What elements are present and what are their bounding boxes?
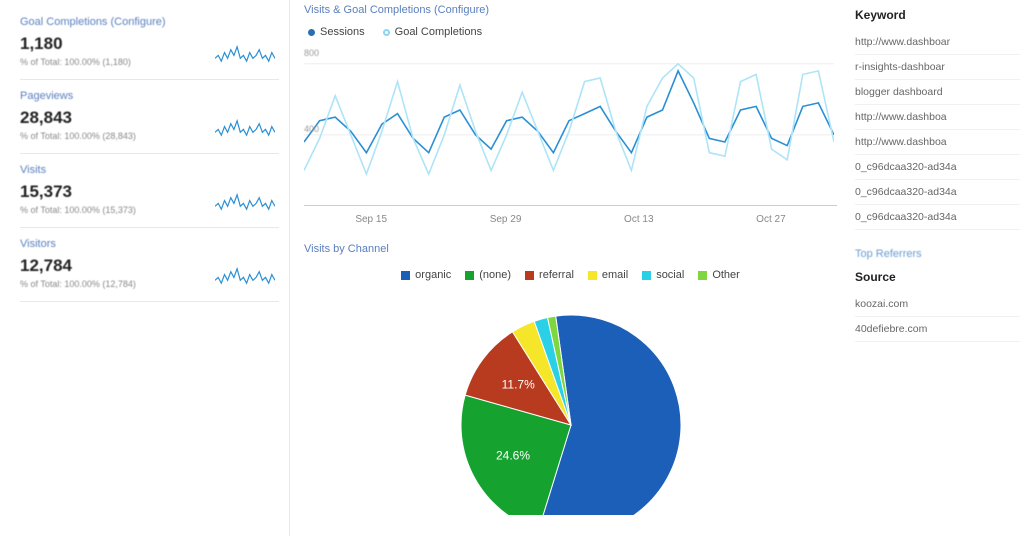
legend-dot-icon [383,29,390,36]
main-panel: Visits & Goal Completions (Configure) Se… [290,0,849,536]
keyword-header: Keyword [855,8,1020,22]
keyword-item[interactable]: r-insights-dashboar [855,55,1020,80]
x-tick-label: Sep 29 [490,214,522,225]
channel-chart-legend: organic (none) referral email social Other [401,269,740,281]
keyword-item[interactable]: http://www.dashboa [855,105,1020,130]
keyword-item[interactable]: http://www.dashboa [855,130,1020,155]
keyword-item[interactable]: blogger dashboard [855,80,1020,105]
legend-item[interactable]: referral [525,269,574,281]
pie-chart-svg: 24.6% 11.7% [441,295,701,515]
metric-title: Goal Completions (Configure) [20,16,279,28]
legend-item[interactable]: (none) [465,269,511,281]
metric-title: Pageviews [20,90,279,102]
metric-block[interactable]: Goal Completions (Configure)1,180% of To… [20,6,279,80]
line-chart-legend: Sessions Goal Completions [304,22,837,46]
legend-item[interactable]: organic [401,269,451,281]
top-referrers-header: Top Referrers [855,248,1020,260]
pie-slice-label: 11.7% [501,378,534,392]
sparkline [215,193,275,211]
line-chart-title: Visits & Goal Completions (Configure) [304,4,837,16]
metric-block[interactable]: Visitors12,784% of Total: 100.00% (12,78… [20,228,279,302]
legend-swatch-icon [465,271,474,280]
legend-label: email [602,269,628,281]
sparkline [215,119,275,137]
legend-swatch-icon [525,271,534,280]
channel-chart-title: Visits by Channel [304,243,837,255]
metrics-sidebar: Goal Completions (Configure)1,180% of To… [0,0,290,536]
metric-title: Visits [20,164,279,176]
legend-item[interactable]: Goal Completions [383,26,482,38]
keyword-item[interactable]: http://www.dashboar [855,30,1020,55]
line-chart-svg [304,46,834,206]
legend-item[interactable]: email [588,269,628,281]
legend-swatch-icon [642,271,651,280]
x-tick-label: Sep 15 [355,214,387,225]
legend-label: Sessions [320,26,365,38]
sparkline [215,45,275,63]
legend-swatch-icon [588,271,597,280]
legend-item[interactable]: social [642,269,684,281]
legend-label: referral [539,269,574,281]
keyword-item[interactable]: 0_c96dcaa320-ad34a [855,205,1020,230]
source-item[interactable]: koozai.com [855,292,1020,317]
x-tick-label: Oct 13 [624,214,653,225]
metric-title: Visitors [20,238,279,250]
legend-label: organic [415,269,451,281]
legend-label: Other [712,269,740,281]
x-axis-labels: Sep 15 Sep 29 Oct 13 Oct 27 [304,210,837,243]
metric-block[interactable]: Pageviews28,843% of Total: 100.00% (28,8… [20,80,279,154]
metric-block[interactable]: Visits15,373% of Total: 100.00% (15,373) [20,154,279,228]
legend-swatch-icon [401,271,410,280]
y-tick: 800 [304,48,319,58]
legend-swatch-icon [698,271,707,280]
sparkline [215,267,275,285]
pie-slice-label: 24.6% [495,449,529,463]
x-tick-label: Oct 27 [756,214,785,225]
line-chart: 800 400 [304,46,837,206]
y-tick: 400 [304,124,319,134]
legend-label: Goal Completions [395,26,482,38]
legend-item[interactable]: Sessions [308,26,365,38]
legend-item[interactable]: Other [698,269,740,281]
keywords-panel: Keyword http://www.dashboarr-insights-da… [849,0,1024,536]
source-header: Source [855,270,1020,284]
keyword-item[interactable]: 0_c96dcaa320-ad34a [855,155,1020,180]
keyword-item[interactable]: 0_c96dcaa320-ad34a [855,180,1020,205]
legend-label: social [656,269,684,281]
legend-dot-icon [308,29,315,36]
source-item[interactable]: 40defiebre.com [855,317,1020,342]
legend-label: (none) [479,269,511,281]
